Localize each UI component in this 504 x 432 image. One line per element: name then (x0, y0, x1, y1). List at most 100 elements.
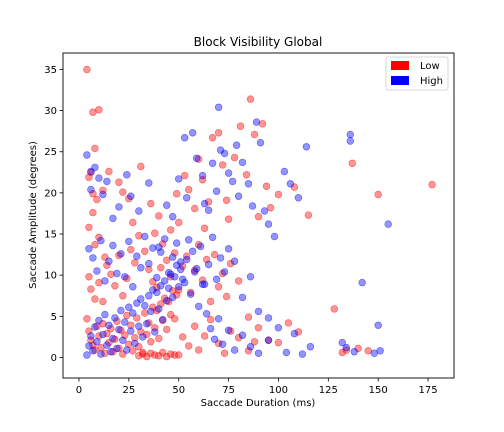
legend-label-high: High (420, 76, 443, 87)
scatter-point-low (135, 352, 143, 360)
scatter-point-low (131, 259, 139, 267)
scatter-point-low (348, 159, 356, 168)
scatter-point-high (87, 185, 95, 194)
scatter-point-low (133, 314, 141, 322)
y-tick-label: 5 (51, 312, 57, 323)
scatter-point-low (131, 334, 139, 342)
scatter-point-high (358, 278, 366, 287)
scatter-point-high (342, 343, 350, 352)
x-axis-label: Saccade Duration (ms) (201, 398, 316, 409)
x-axis: 0 25 50 75 100 125 150 175 (76, 378, 438, 396)
scatter-point-high (139, 333, 147, 341)
scatter-point-high (346, 137, 354, 145)
scatter-point-high (163, 201, 171, 209)
scatter-point-high (103, 177, 111, 186)
scatter-point-high (95, 316, 103, 325)
scatter-point-high (282, 348, 291, 357)
scatter-point-high (89, 254, 97, 262)
scatter-point-high (232, 141, 241, 149)
scatter-point-high (302, 143, 311, 151)
scatter-point-high (187, 290, 195, 298)
scatter-point-high (157, 248, 165, 256)
scatter-point-low (99, 186, 107, 195)
scatter-point-low (171, 351, 179, 359)
scatter-point-high (99, 190, 107, 199)
scatter-point-high (346, 130, 354, 139)
scatter-point-low (294, 328, 303, 336)
scatter-point-high (238, 293, 247, 302)
scatter-point-low (234, 277, 243, 285)
scatter-point-high (87, 332, 95, 340)
scatter-point-high (254, 307, 263, 316)
scatter-point-low (167, 273, 175, 281)
scatter-point-high (246, 343, 255, 351)
scatter-point-low (200, 332, 209, 340)
chart-title: Block Visibility Global (194, 35, 323, 49)
scatter-point-low (374, 190, 382, 199)
y-tick-label: 30 (44, 106, 57, 117)
scatter-point-high (238, 158, 247, 167)
y-tick-label: 20 (44, 188, 57, 199)
scatter-point-high (208, 233, 217, 242)
scatter-point-high (85, 245, 93, 253)
scatter-point-low (85, 223, 93, 232)
scatter-point-low (85, 273, 93, 281)
scatter-point-high (189, 129, 197, 137)
scatter-point-low (173, 291, 181, 299)
scatter-point-high (149, 286, 157, 294)
scatter-point-high (256, 139, 265, 147)
scatter-point-low (262, 182, 271, 191)
scatter-point-high (135, 322, 143, 330)
y-axis-label: Saccade Amplitude (degrees) (28, 141, 39, 289)
scatter-point-high (218, 340, 227, 348)
points-layer (83, 65, 436, 361)
scatter-point-low (244, 347, 253, 355)
scatter-point-high (181, 134, 189, 142)
scatter-point-low (175, 218, 183, 227)
scatter-point-high (151, 328, 159, 336)
scatter-point-low (119, 292, 127, 300)
x-tick-label: 175 (419, 385, 438, 396)
scatter-point-high (198, 280, 207, 288)
scatter-point-low (284, 319, 293, 327)
scatter-point-high (115, 325, 123, 334)
scatter-point-low (242, 171, 251, 179)
scatter-point-high (175, 283, 183, 291)
scatter-point-high (280, 167, 289, 176)
scatter-point-low (171, 315, 179, 323)
scatter-point-low (157, 264, 165, 272)
y-tick-label: 10 (44, 271, 57, 282)
scatter-point-high (173, 239, 181, 247)
scatter-point-high (224, 245, 233, 253)
x-tick-label: 125 (319, 385, 338, 396)
scatter-point-high (185, 236, 193, 244)
scatter-point-low (191, 204, 199, 213)
scatter-point-high (101, 277, 109, 285)
scatter-point-low (222, 196, 231, 205)
scatter-point-high (95, 174, 103, 182)
scatter-point-low (95, 278, 103, 287)
scatter-point-high (121, 318, 129, 326)
scatter-point-high (109, 334, 117, 343)
scatter-point-low (115, 178, 123, 186)
scatter-point-high (153, 273, 161, 282)
scatter-point-high (97, 350, 105, 358)
scatter-point-high (230, 257, 239, 265)
scatter-point-high (177, 265, 185, 274)
scatter-point-low (218, 161, 227, 169)
scatter-point-low (224, 215, 233, 223)
scatter-point-high (113, 344, 121, 353)
scatter-point-high (208, 159, 217, 168)
scatter-point-high (248, 202, 257, 210)
y-tick-label: 35 (44, 65, 57, 76)
scatter-point-low (91, 295, 99, 303)
scatter-point-low (254, 213, 263, 221)
scatter-point-high (183, 194, 191, 202)
scatter-point-high (109, 241, 117, 250)
scatter-point-high (264, 220, 273, 228)
legend-swatch-low (391, 61, 409, 70)
y-tick-label: 25 (44, 147, 57, 158)
scatter-point-high (143, 320, 151, 328)
scatter-point-high (129, 283, 137, 291)
scatter-point-high (153, 288, 161, 297)
